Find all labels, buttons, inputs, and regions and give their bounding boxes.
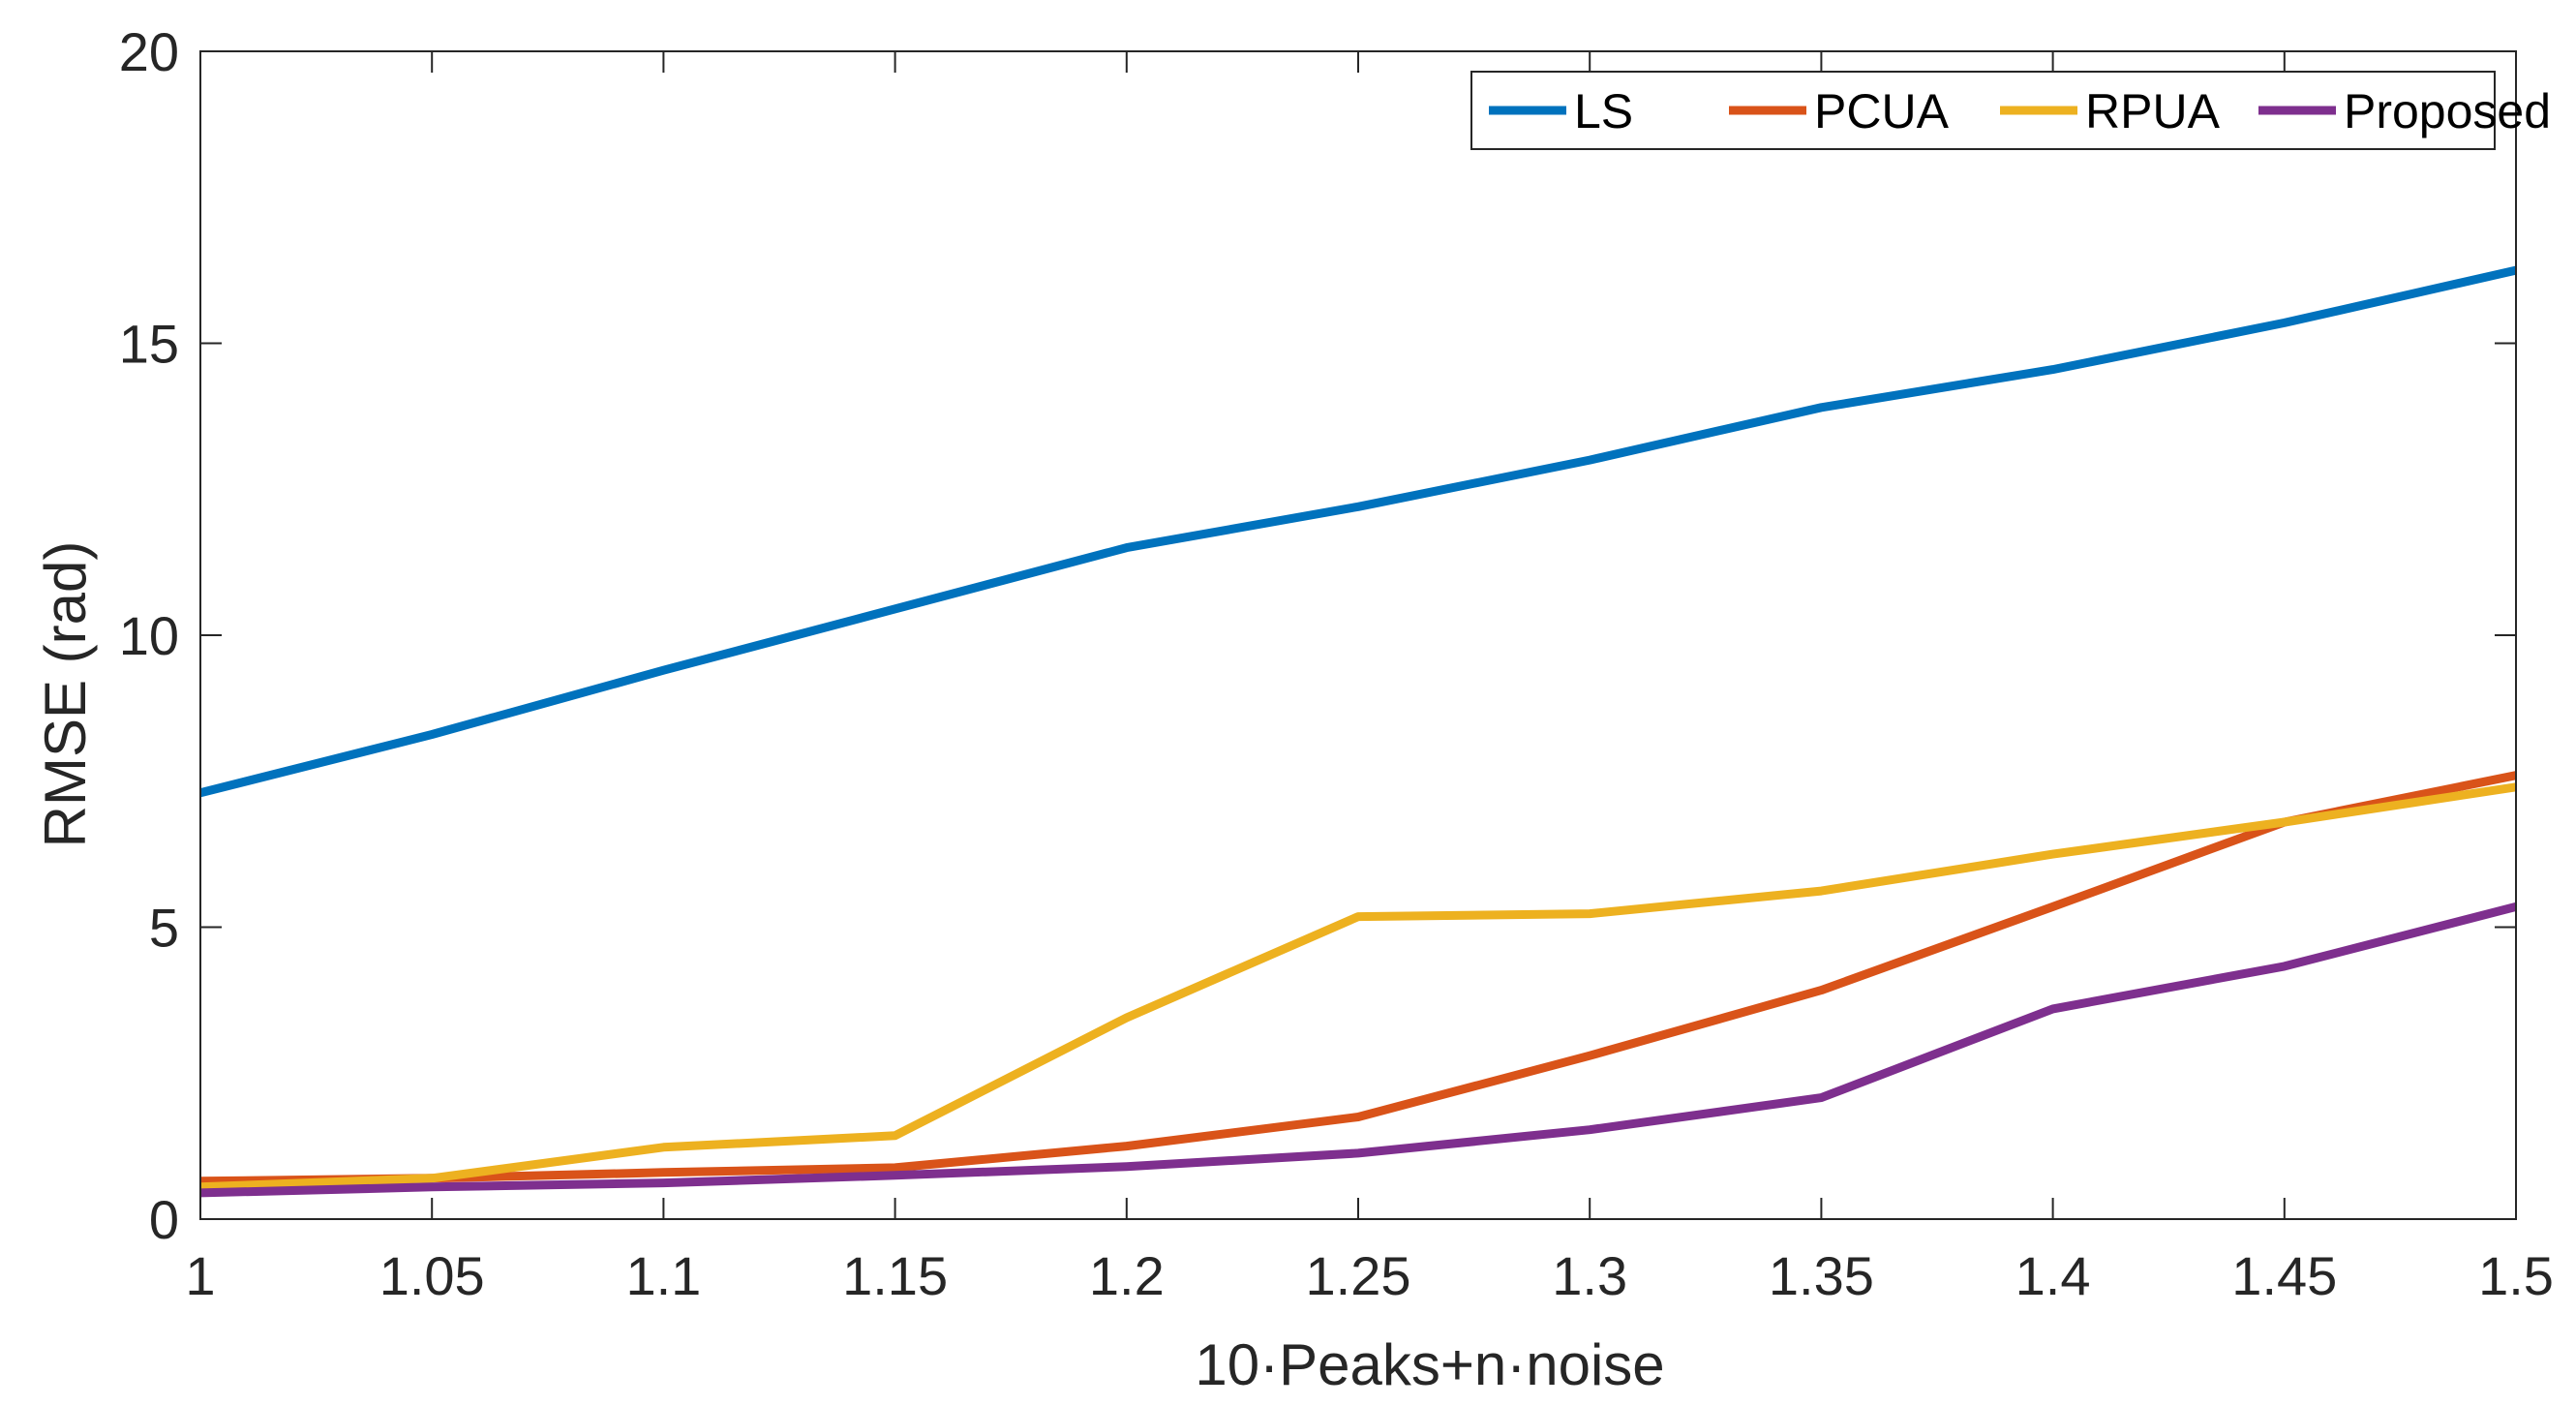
x-tick-label: 1.15: [842, 1245, 948, 1306]
x-tick-label: 1.1: [625, 1245, 701, 1306]
series-line-pcua: [199, 771, 2517, 1186]
y-tick-label: 10: [119, 605, 179, 666]
series-line-ls: [198, 265, 2517, 798]
legend-label-ls: LS: [1574, 84, 1633, 138]
y-tick-label: 20: [119, 21, 179, 82]
x-tick-label: 1.05: [379, 1245, 485, 1306]
x-tick-label: 1.5: [2478, 1245, 2554, 1306]
series-line-rpua: [199, 782, 2517, 1192]
y-tick-label: 5: [149, 898, 179, 959]
x-tick-label: 1.2: [1089, 1245, 1165, 1306]
x-tick-label: 1.3: [1552, 1245, 1627, 1306]
tick-labels: 1 1.05 1.1 1.15 1.2 1.25 1.3 1.35 1.4 1.45 1.5 0 5 10…: [119, 21, 2554, 1306]
legend-label-proposed: Proposed: [2344, 84, 2551, 138]
series-lines: [198, 265, 2518, 1198]
x-tick-label: 1.45: [2231, 1245, 2337, 1306]
x-axis-label: 10·Peaks+n·noise: [1195, 1332, 1664, 1397]
legend: LS PCUA RPUA Proposed: [1470, 71, 2551, 150]
legend-label-rpua: RPUA: [2085, 84, 2221, 138]
plot-frame: [199, 50, 2517, 1220]
x-tick-label: 1.35: [1769, 1245, 1874, 1306]
y-tick-label: 15: [119, 314, 179, 375]
tick-marks: [199, 50, 2517, 1220]
x-tick-label: 1.4: [2015, 1245, 2091, 1306]
x-tick-label: 1: [185, 1245, 215, 1306]
x-tick-label: 1.25: [1306, 1245, 1411, 1306]
y-axis-label: RMSE (rad): [33, 541, 98, 848]
series-line-proposed: [199, 902, 2518, 1198]
y-tick-label: 0: [149, 1189, 179, 1250]
legend-label-pcua: PCUA: [1814, 84, 1950, 138]
